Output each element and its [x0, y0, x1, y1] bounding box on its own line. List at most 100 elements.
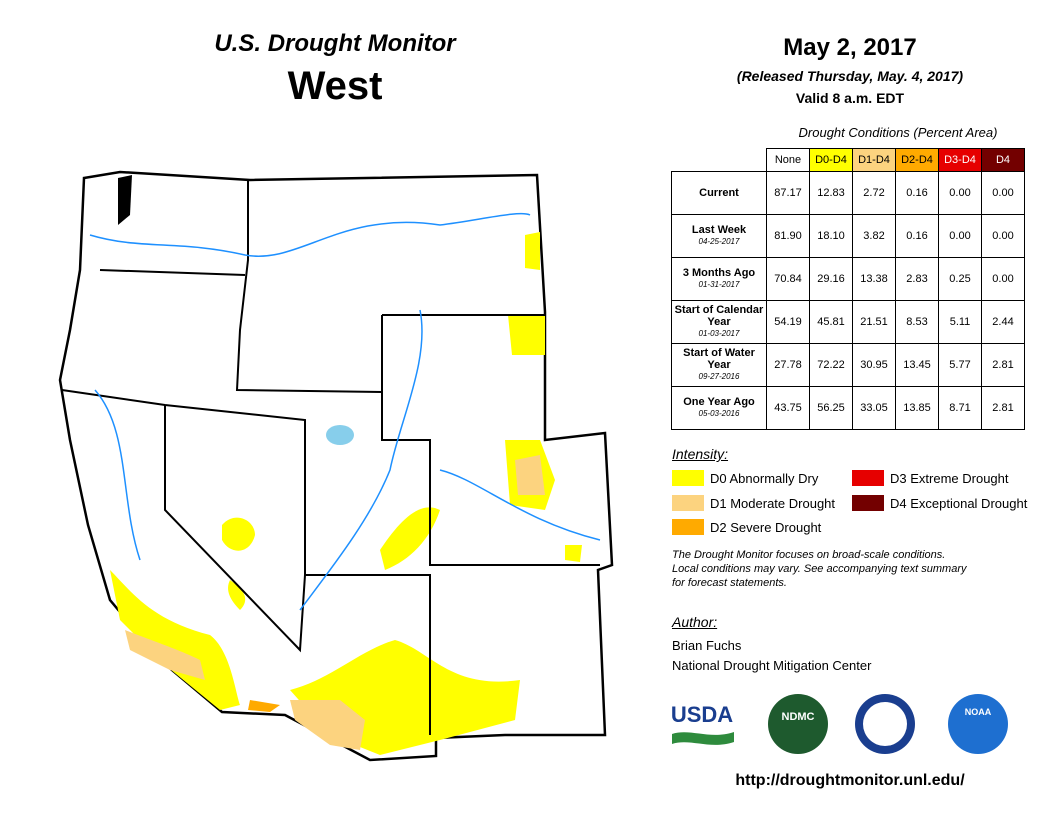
- row-label: Last Week 04-25-2017: [671, 214, 767, 258]
- released-date: (Released Thursday, May. 4, 2017): [736, 68, 964, 84]
- stats-table: None D0-D4 D1-D4 D2-D4 D3-D4 D4 Current 87.17 12…: [671, 148, 1025, 430]
- cell: 30.95: [852, 343, 896, 387]
- cell: 45.81: [809, 300, 853, 344]
- cell: 0.16: [895, 171, 939, 215]
- legend-swatch: [672, 495, 704, 511]
- row-name: One Year Ago: [683, 396, 755, 408]
- cell: 54.19: [766, 300, 810, 344]
- legend-label: D3 Extreme Drought: [890, 470, 1009, 486]
- cell: 0.00: [938, 171, 982, 215]
- legend-label: D2 Severe Drought: [710, 519, 822, 535]
- table-row: 3 Months Ago 01-31-2017 70.84 29.16 13.38 2.8…: [671, 257, 1025, 301]
- author-title: Author:: [672, 614, 718, 630]
- cell: 3.82: [852, 214, 896, 258]
- cell: 0.00: [981, 257, 1025, 301]
- cell: 13.45: [895, 343, 939, 387]
- region-outline: [58, 170, 614, 762]
- legend-swatch: [672, 519, 704, 535]
- cell: 2.83: [895, 257, 939, 301]
- puget-sound: [118, 175, 132, 225]
- row-label: Start of Water Year 09-27-2016: [671, 343, 767, 387]
- url: http://droughtmonitor.unl.edu/: [735, 772, 965, 789]
- row-name: Last Week: [691, 224, 747, 236]
- legend-swatch: [852, 495, 884, 511]
- cell: 33.05: [852, 386, 896, 430]
- note-line: for forecast statements.: [672, 577, 787, 589]
- row-label: Current: [671, 171, 767, 215]
- row-label: One Year Ago 05-03-2016: [671, 386, 767, 430]
- region-title: West: [287, 64, 383, 108]
- cell: 72.22: [809, 343, 853, 387]
- column-header: None: [766, 148, 810, 172]
- cell: 2.72: [852, 171, 896, 215]
- map: [58, 170, 614, 762]
- author: Brian Fuchs National Drought Mitigation C…: [672, 636, 871, 676]
- logo-ndmc: NDMC: [782, 711, 815, 723]
- moderate-areas: [125, 455, 545, 750]
- legend-item: D2 Severe Drought: [672, 519, 821, 535]
- cell: 2.44: [981, 300, 1025, 344]
- row-date: 05-03-2016: [698, 409, 740, 418]
- legend-swatch: [852, 470, 884, 486]
- cell: 81.90: [766, 214, 810, 258]
- table-row: One Year Ago 05-03-2016 43.75 56.25 33.05 13.…: [671, 386, 1025, 430]
- column-header: D1-D4: [852, 148, 896, 172]
- column-header: D2-D4: [895, 148, 939, 172]
- row-date: 04-25-2017: [698, 237, 740, 246]
- cell: 56.25: [809, 386, 853, 430]
- row-date: 01-03-2017: [698, 329, 740, 338]
- cell: 2.81: [981, 386, 1025, 430]
- row-label: Start of Calendar Year 01-03-2017: [671, 300, 767, 344]
- legend-title: Intensity:: [672, 446, 729, 462]
- cell: 0.00: [981, 214, 1025, 258]
- cell: 13.38: [852, 257, 896, 301]
- cell: 21.51: [852, 300, 896, 344]
- state-lines: [61, 180, 600, 735]
- legend-item: D1 Moderate Drought: [672, 495, 835, 511]
- cell: 18.10: [809, 214, 853, 258]
- column-header: D4: [981, 148, 1025, 172]
- logo-usda: USDA: [671, 702, 733, 727]
- note-line: Local conditions may vary. See accompany…: [672, 563, 967, 575]
- table-row: Start of Water Year 09-27-2016 27.78 72.22 3…: [671, 343, 1025, 387]
- row-name: Start of Calendar Year: [674, 304, 764, 328]
- legend-item: D0 Abnormally Dry: [672, 470, 818, 486]
- cell: 13.85: [895, 386, 939, 430]
- author-line: National Drought Mitigation Center: [672, 658, 872, 673]
- legend-item: D3 Extreme Drought: [852, 470, 1009, 486]
- cell: 70.84: [766, 257, 810, 301]
- cell: 0.16: [895, 214, 939, 258]
- cell: 2.81: [981, 343, 1025, 387]
- row-name: 3 Months Ago: [682, 267, 756, 279]
- header-row: None D0-D4 D1-D4 D2-D4 D3-D4 D4: [671, 148, 1025, 172]
- cell: 0.00: [938, 214, 982, 258]
- row-name: Current: [699, 187, 739, 199]
- legend-label: D0 Abnormally Dry: [710, 470, 819, 486]
- table-row: Current 87.17 12.83 2.72 0.16 0.00 0.00: [671, 171, 1025, 215]
- logo-noaa: NOAA: [965, 707, 992, 717]
- cell: 43.75: [766, 386, 810, 430]
- note: The Drought Monitor focuses on broad-sca…: [672, 548, 966, 590]
- cell: 29.16: [809, 257, 853, 301]
- table-row: Start of Calendar Year 01-03-2017 54.19 45.…: [671, 300, 1025, 344]
- row-date: 01-31-2017: [698, 280, 740, 289]
- column-header: D3-D4: [938, 148, 982, 172]
- lake: [326, 425, 354, 445]
- valid-time: Valid 8 a.m. EDT: [795, 90, 905, 106]
- cell: 0.00: [981, 171, 1025, 215]
- author-line: Brian Fuchs: [672, 638, 742, 653]
- note-line: The Drought Monitor focuses on broad-sca…: [672, 549, 946, 561]
- legend-label: D1 Moderate Drought: [710, 495, 836, 511]
- column-header: D0-D4: [809, 148, 853, 172]
- cell: 27.78: [766, 343, 810, 387]
- table-row: Last Week 04-25-2017 81.90 18.10 3.82 0.16 0.0…: [671, 214, 1025, 258]
- cell: 5.11: [938, 300, 982, 344]
- map-date: May 2, 2017: [783, 34, 917, 61]
- table-caption: Drought Conditions (Percent Area): [798, 125, 998, 140]
- cell: 8.71: [938, 386, 982, 430]
- cell: 0.25: [938, 257, 982, 301]
- rivers: [89, 212, 601, 611]
- cell: 5.77: [938, 343, 982, 387]
- legend-label: D4 Exceptional Drought: [890, 495, 1028, 511]
